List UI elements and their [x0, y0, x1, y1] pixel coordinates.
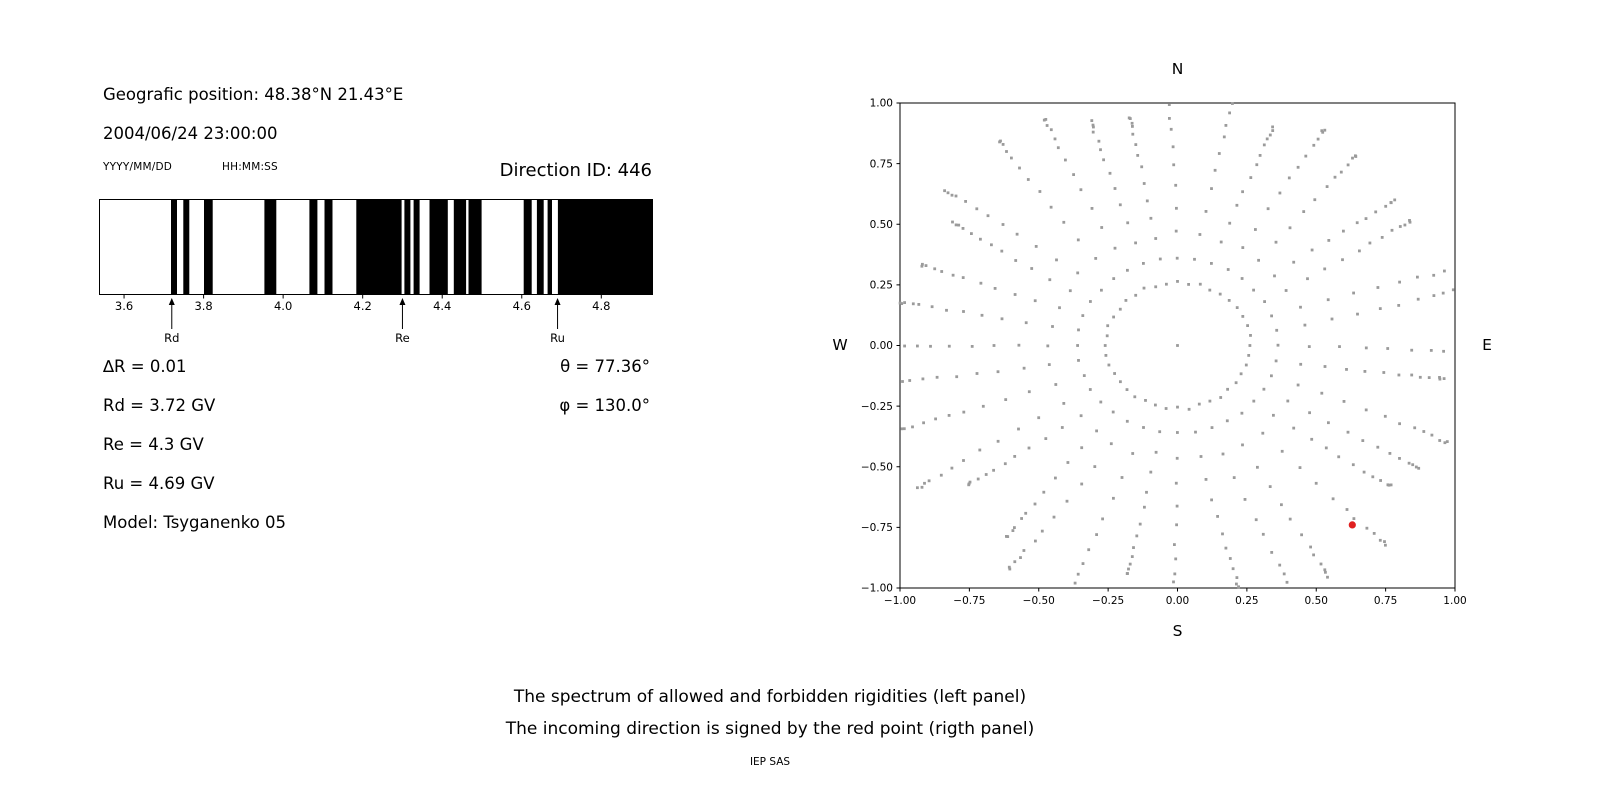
- spectrum-tick-label: 3.6: [115, 299, 133, 313]
- y-axis-ticks: −1.00 −0.75 −0.50 −0.25 0.00 0.25 0.50 0.75 1.00: [861, 98, 900, 595]
- caption-line-1: The spectrum of allowed and forbidden ri…: [513, 687, 1027, 707]
- marker-label: Re: [395, 331, 410, 345]
- model-label: Model: Tsyganenko 05: [103, 513, 287, 532]
- spectrum-tick-label: 4.2: [354, 299, 372, 313]
- geographic-position-label: Geografic position: 48.38°N 21.43°E: [103, 85, 404, 104]
- forbidden-bars: [171, 199, 653, 295]
- y-tick-label: −1.00: [861, 583, 893, 595]
- direction-dots: [898, 102, 1455, 589]
- spectrum-tick-label: 4.4: [433, 299, 451, 313]
- footer-label: IEP SAS: [749, 756, 791, 768]
- incoming-direction-chart: −1.00 −0.75 −0.50 −0.25 0.00 0.25 0.50 0.75 1.00…: [861, 98, 1467, 607]
- compass-label-south: S: [1172, 622, 1183, 640]
- x-axis-ticks: −1.00 −0.75 −0.50 −0.25 0.00 0.25 0.50 0.75 1.00: [884, 588, 1467, 607]
- marker-label: Rd: [164, 331, 179, 345]
- compass-label-north: N: [1171, 60, 1184, 78]
- rd-label: Rd = 3.72 GV: [103, 396, 216, 415]
- y-tick-label: −0.75: [861, 522, 893, 534]
- y-tick-label: −0.50: [861, 461, 893, 473]
- x-tick-label: −0.50: [1023, 595, 1055, 607]
- phi-label: φ = 130.0°: [559, 396, 650, 415]
- time-format-label: HH:MM:SS: [222, 161, 278, 173]
- spectrum-tick-label: 4.0: [274, 299, 292, 313]
- x-tick-label: 0.75: [1374, 595, 1397, 607]
- rigidity-spectrum-chart: 3.6 3.8 4.0 4.2 4.4 4.6 4.8 Rd Re Ru: [99, 199, 653, 345]
- direction-id-label: Direction ID: 446: [499, 160, 652, 181]
- x-tick-label: 0.25: [1235, 595, 1258, 607]
- marker-arrow-icon: [399, 298, 406, 305]
- caption-line-2: The incoming direction is signed by the …: [505, 719, 1035, 739]
- compass-label-east: E: [1482, 336, 1492, 354]
- re-label: Re = 4.3 GV: [103, 435, 204, 454]
- x-tick-label: −0.75: [953, 595, 985, 607]
- y-tick-label: 0.00: [870, 340, 893, 352]
- spectrum-frame: [99, 199, 653, 295]
- spectrum-tick-label: 3.8: [194, 299, 212, 313]
- cutoff-markers: Rd Re Ru: [164, 298, 565, 345]
- compass-label-west: W: [832, 336, 848, 354]
- y-tick-label: 0.25: [870, 280, 893, 292]
- datetime-label: 2004/06/24 23:00:00: [103, 124, 278, 143]
- y-tick-label: −0.25: [861, 401, 893, 413]
- marker-arrow-icon: [168, 298, 175, 305]
- ru-label: Ru = 4.69 GV: [103, 474, 215, 493]
- spectrum-tick-label: 4.6: [513, 299, 531, 313]
- theta-label: θ = 77.36°: [560, 357, 650, 376]
- marker-arrow-icon: [554, 298, 561, 305]
- marker-label: Ru: [550, 331, 565, 345]
- x-tick-label: 0.50: [1305, 595, 1328, 607]
- spectrum-tick-label: 4.8: [592, 299, 610, 313]
- spectrum-x-ticks: 3.6 3.8 4.0 4.2 4.4 4.6 4.8: [115, 295, 610, 313]
- delta-r-label: ∆R = 0.01: [103, 357, 187, 376]
- x-tick-label: 0.00: [1166, 595, 1189, 607]
- incoming-direction-red-point: [1348, 521, 1356, 529]
- y-tick-label: 0.75: [870, 158, 893, 170]
- x-tick-label: −1.00: [884, 595, 916, 607]
- date-format-label: YYYY/MM/DD: [103, 161, 173, 173]
- y-tick-label: 0.50: [870, 219, 893, 231]
- x-tick-label: 1.00: [1443, 595, 1466, 607]
- y-tick-label: 1.00: [870, 98, 893, 110]
- x-tick-label: −0.25: [1092, 595, 1124, 607]
